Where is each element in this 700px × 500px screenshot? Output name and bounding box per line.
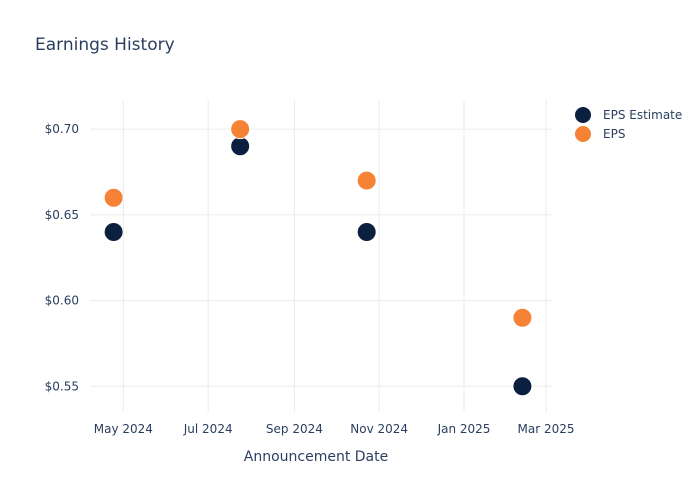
- x-tick-label: Jan 2025: [437, 422, 491, 436]
- x-tick-label: May 2024: [94, 422, 153, 436]
- x-axis-title: Announcement Date: [244, 449, 388, 465]
- x-tick-label: Mar 2025: [518, 422, 575, 436]
- eps-estimate-point[interactable]: [230, 136, 251, 157]
- eps-estimate-point[interactable]: [512, 376, 533, 397]
- eps-estimate-point[interactable]: [103, 222, 124, 242]
- legend-item[interactable]: EPS Estimate: [574, 106, 683, 124]
- legend-marker: [574, 106, 592, 124]
- eps-point[interactable]: [230, 119, 251, 140]
- eps-point[interactable]: [356, 170, 377, 191]
- legend-label: EPS Estimate: [603, 108, 682, 122]
- eps-estimate-point[interactable]: [356, 222, 377, 242]
- axes-layer: May 2024 Jul 2024 Sep 2024 Nov 2024 Jan 2025…: [45, 122, 575, 436]
- y-tick-label: $0.70: [45, 122, 79, 136]
- grid-layer: [90, 100, 553, 412]
- eps-point[interactable]: [512, 307, 533, 328]
- eps-point[interactable]: [103, 187, 124, 208]
- points-layer: [103, 119, 533, 397]
- legend-marker: [574, 125, 592, 143]
- y-tick-label: $0.60: [45, 294, 79, 308]
- chart-title: Earnings History: [35, 35, 175, 55]
- legend-label: EPS: [603, 127, 625, 141]
- y-tick-label: $0.65: [45, 208, 79, 222]
- legend-item[interactable]: EPS: [574, 125, 626, 143]
- x-tick-label: Nov 2024: [350, 422, 408, 436]
- x-tick-label: Sep 2024: [266, 422, 323, 436]
- legend[interactable]: EPS Estimate EPS: [574, 106, 683, 143]
- y-tick-label: $0.55: [45, 379, 79, 393]
- x-tick-label: Jul 2024: [183, 422, 233, 436]
